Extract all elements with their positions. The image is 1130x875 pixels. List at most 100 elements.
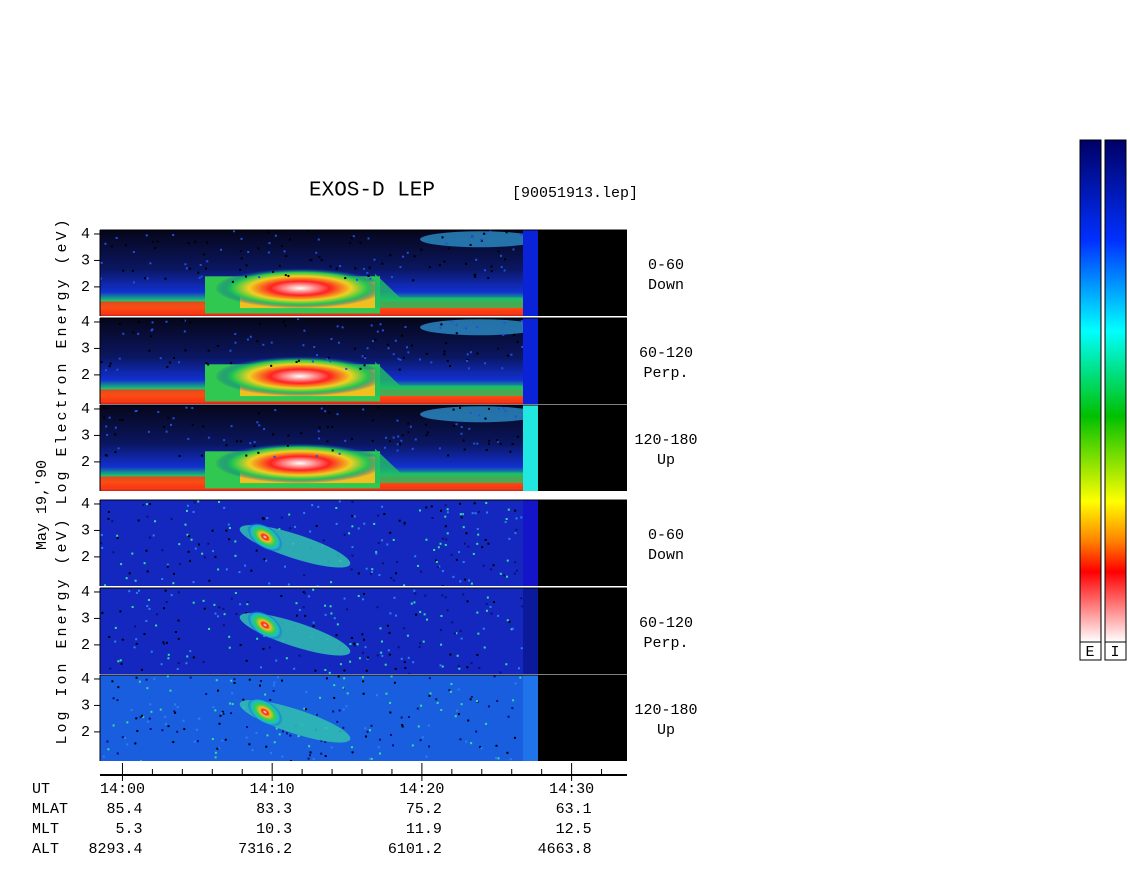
speckle (166, 366, 169, 369)
orbit-label: ALT (32, 841, 59, 858)
speckle (446, 359, 449, 362)
speckle (406, 634, 409, 637)
speckle (350, 636, 353, 639)
speckle (183, 728, 186, 731)
y-tick-label: 2 (81, 454, 90, 471)
speckle (514, 509, 517, 512)
speckle (352, 235, 355, 238)
speckle (173, 572, 176, 575)
speckle (194, 240, 197, 243)
angle-label: 60-120 (639, 345, 693, 362)
speckle (505, 518, 508, 521)
y-tick-label: 2 (81, 637, 90, 654)
speckle (225, 529, 228, 532)
speckle (162, 642, 165, 645)
speckle (397, 357, 400, 360)
speckle (477, 632, 480, 635)
speckle (483, 269, 486, 272)
speckle (273, 681, 276, 684)
speckle (320, 258, 323, 261)
speckle (376, 606, 379, 609)
speckle (253, 444, 256, 447)
speckle (177, 619, 180, 622)
speckle (479, 746, 482, 749)
y-tick-label: 4 (81, 496, 90, 513)
speckle (397, 435, 400, 438)
speckle (338, 709, 341, 712)
speckle (337, 341, 340, 344)
speckle (222, 624, 225, 627)
speckle (444, 596, 447, 599)
speckle (370, 757, 373, 760)
speckle (351, 554, 354, 557)
speckle (400, 716, 403, 719)
speckle (202, 661, 205, 664)
speckle (219, 248, 222, 251)
angle-label: 120-180 (634, 702, 697, 719)
speckle (262, 647, 265, 650)
speckle (425, 352, 428, 355)
speckle (198, 717, 201, 720)
speckle (217, 568, 220, 571)
speckle (444, 543, 447, 546)
speckle (506, 751, 509, 754)
speckle (102, 755, 105, 758)
speckle (164, 722, 167, 725)
colorbar (1104, 139, 1127, 643)
speckle (220, 712, 223, 715)
speckle (364, 356, 367, 359)
speckle (403, 521, 406, 524)
speckle (256, 340, 259, 343)
speckle (392, 579, 395, 582)
speckle (184, 523, 187, 526)
spectrogram (100, 318, 523, 404)
speckle (100, 533, 103, 536)
y-tick-label: 3 (81, 610, 90, 627)
speckle (148, 349, 151, 352)
strip (523, 500, 538, 586)
speckle (189, 559, 192, 562)
speckle (309, 751, 312, 754)
speckle (185, 406, 188, 409)
date-label: May 19,'90 (34, 460, 51, 550)
speckle (116, 752, 119, 755)
speckle (139, 716, 142, 719)
speckle (338, 500, 341, 503)
speckle (318, 437, 321, 440)
speckle (228, 538, 231, 541)
spectrum-tail (375, 273, 523, 309)
speckle (262, 517, 265, 520)
speckle (159, 357, 162, 360)
speckle (106, 407, 109, 410)
y-tick-label: 2 (81, 367, 90, 384)
speckle (149, 502, 152, 505)
speckle (366, 656, 369, 659)
speckle (330, 612, 333, 615)
speckle (119, 659, 122, 662)
speckle (107, 517, 110, 520)
speckle (289, 760, 292, 761)
speckle (109, 667, 112, 670)
speckle (364, 735, 367, 738)
speckle (189, 267, 192, 270)
speckle (309, 259, 312, 262)
speckle (217, 615, 220, 618)
direction-label: Up (657, 722, 675, 739)
speckle (234, 591, 237, 594)
speckle (122, 269, 125, 272)
speckle (192, 601, 195, 604)
speckle (255, 732, 258, 735)
speckle (501, 367, 504, 370)
speckle (287, 274, 290, 277)
speckle (362, 598, 365, 601)
speckle (476, 527, 479, 530)
speckle (459, 513, 462, 516)
speckle (378, 738, 381, 741)
speckle (521, 345, 523, 348)
speckle (345, 367, 348, 370)
speckle (312, 588, 315, 591)
speckle (324, 604, 327, 607)
speckle (500, 254, 503, 257)
speckle (107, 748, 110, 751)
speckle (401, 724, 404, 727)
